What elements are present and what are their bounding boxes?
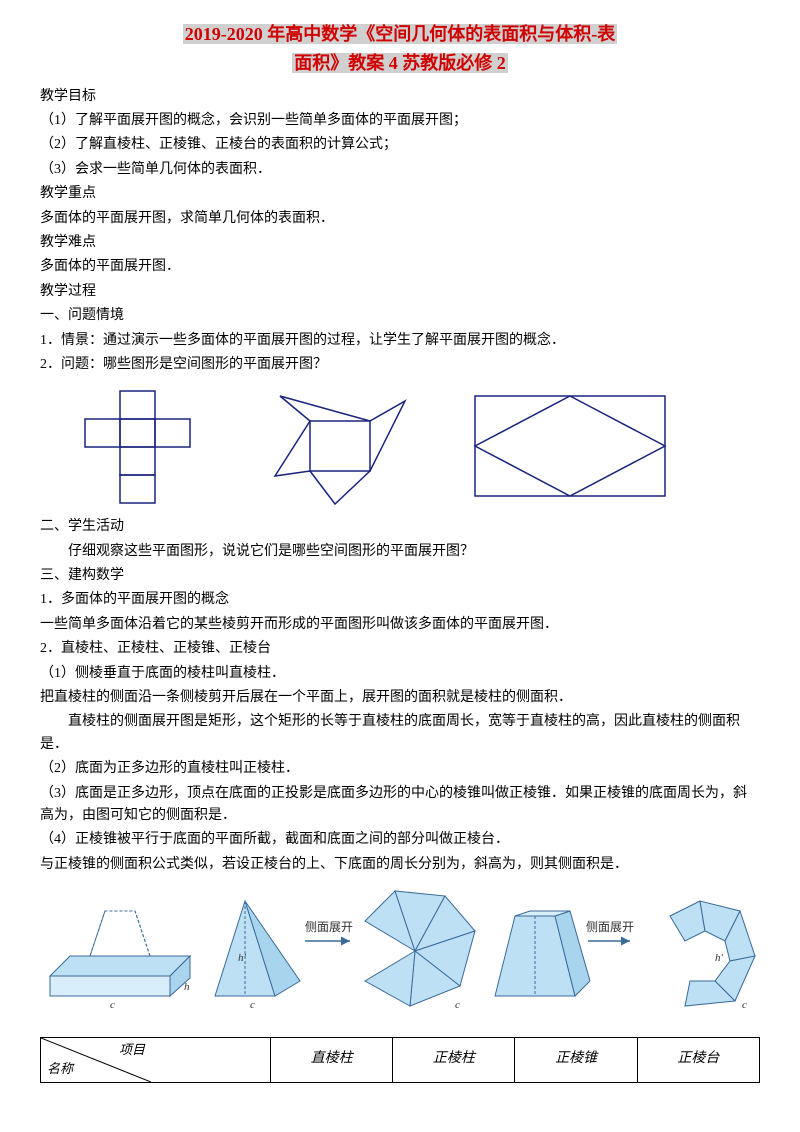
sec3-2f: （4）正棱锥被平行于底面的平面所截，截面和底面之间的部分叫做正棱台． — [40, 829, 760, 851]
sec1-h: 一、问题情境 — [40, 305, 760, 327]
svg-text:c: c — [742, 999, 747, 1011]
table-row: 项目 名称 直棱柱 正棱柱 正棱锥 正棱台 — [41, 1037, 760, 1082]
heading-diff: 教学难点 — [40, 232, 760, 254]
unfold-label-1: 侧面展开 — [305, 920, 353, 934]
pyramid-net-icon — [260, 386, 430, 506]
cross-net-icon — [60, 386, 220, 506]
diag-bot-label: 名称 — [47, 1059, 73, 1080]
sec3-1: 1．多面体的平面展开图的概念 — [40, 589, 760, 611]
col-prism: 直棱柱 — [270, 1037, 392, 1082]
sec3-2c: 直棱柱的侧面展开图是矩形，这个矩形的长等于直棱柱的底面周长，宽等于直棱柱的高，因… — [40, 711, 760, 756]
rhombus-rect-icon — [470, 391, 670, 501]
heading-proc: 教学过程 — [40, 281, 760, 303]
svg-text:h': h' — [715, 952, 724, 964]
sec2-1: 仔细观察这些平面图形，说说它们是哪些空间图形的平面展开图？ — [40, 541, 760, 563]
goal-3: （3）会求一些简单几何体的表面积． — [40, 159, 760, 181]
summary-table: 项目 名称 直棱柱 正棱柱 正棱锥 正棱台 — [40, 1037, 760, 1083]
diff-1: 多面体的平面展开图． — [40, 256, 760, 278]
sec1-1: 1．情景：通过演示一些多面体的平面展开图的过程，让学生了解平面展开图的概念． — [40, 330, 760, 352]
lateral-unfold-illustration: h c h' c 侧面展开 c 侧面展开 — [40, 886, 760, 1016]
title-line2: 面积》教案 4 苏教版必修 2 — [292, 53, 508, 73]
sec3-2g: 与正棱锥的侧面积公式类似，若设正棱台的上、下底面的周长分别为，斜高为，则其侧面积… — [40, 854, 760, 876]
col-right-prism: 正棱柱 — [393, 1037, 515, 1082]
diagonal-header-cell: 项目 名称 — [41, 1038, 151, 1082]
key-1: 多面体的平面展开图，求简单几何体的表面积． — [40, 208, 760, 230]
title-line1: 2019-2020 年高中数学《空间几何体的表面积与体积-表 — [183, 24, 618, 44]
svg-text:h': h' — [238, 952, 247, 964]
sec3-h: 三、建构数学 — [40, 565, 760, 587]
svg-text:c: c — [455, 999, 460, 1011]
sec3-1a: 一些简单多面体沿着它的某些棱剪开而形成的平面图形叫做该多面体的平面展开图． — [40, 614, 760, 636]
diag-top-label: 项目 — [119, 1040, 145, 1061]
goal-2: （2）了解直棱柱、正棱锥、正棱台的表面积的计算公式； — [40, 134, 760, 156]
page-title: 2019-2020 年高中数学《空间几何体的表面积与体积-表 面积》教案 4 苏… — [40, 20, 760, 78]
heading-key: 教学重点 — [40, 183, 760, 205]
svg-text:c: c — [250, 999, 255, 1011]
sec2-h: 二、学生活动 — [40, 516, 760, 538]
sec3-2d: （2）底面为正多边形的直棱柱叫正棱柱． — [40, 758, 760, 780]
heading-goals: 教学目标 — [40, 86, 760, 108]
unfold-figures-row — [60, 386, 740, 506]
sec3-2a: （1）侧棱垂直于底面的棱柱叫直棱柱． — [40, 663, 760, 685]
svg-text:c: c — [110, 999, 115, 1011]
col-pyramid: 正棱锥 — [515, 1037, 637, 1082]
svg-text:h: h — [184, 981, 190, 993]
sec3-2b: 把直棱柱的侧面沿一条侧棱剪开后展在一个平面上，展开图的面积就是棱柱的侧面积． — [40, 687, 760, 709]
sec3-2e: （3）底面是正多边形，顶点在底面的正投影是底面多边形的中心的棱锥叫做正棱锥．如果… — [40, 783, 760, 828]
col-frustum: 正棱台 — [637, 1037, 759, 1082]
sec1-2: 2．问题：哪些图形是空间图形的平面展开图？ — [40, 354, 760, 376]
unfold-label-2: 侧面展开 — [586, 920, 634, 934]
sec3-2: 2．直棱柱、正棱柱、正棱锥、正棱台 — [40, 638, 760, 660]
goal-1: （1）了解平面展开图的概念，会识别一些简单多面体的平面展开图； — [40, 110, 760, 132]
